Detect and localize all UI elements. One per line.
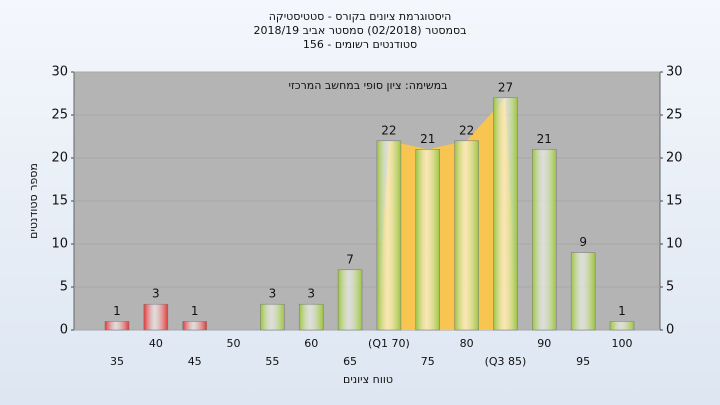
y-tick-label: 25 — [51, 108, 68, 123]
chart-subtitle: סטודנטים רשומים - 156 — [303, 38, 417, 51]
bar — [182, 321, 207, 331]
y2-tick-label: 30 — [666, 65, 683, 80]
x-tick-label: 80 — [460, 337, 474, 350]
y-axis-label: מספר סטודנטים — [27, 163, 40, 239]
x-tick-label: 50 — [227, 337, 241, 350]
y2-tick-label: 15 — [666, 194, 683, 209]
x-tick-label: 45 — [188, 355, 202, 368]
bar — [260, 303, 285, 331]
value-label: 7 — [346, 252, 354, 266]
annotation: במשימה: ציון סופי במחשב המרכזי — [288, 79, 447, 92]
x-tick-label: (Q1 70) — [368, 337, 410, 350]
bar — [143, 303, 169, 331]
bar — [104, 321, 130, 331]
bar — [298, 303, 324, 331]
bar — [415, 149, 441, 331]
bar — [570, 252, 596, 331]
value-label: 1 — [113, 304, 121, 318]
value-label: 1 — [191, 304, 199, 318]
bar — [376, 140, 402, 331]
value-label: 21 — [420, 132, 435, 146]
bar — [454, 140, 479, 331]
x-axis-label: טווח ציונים — [343, 373, 393, 386]
value-label: 22 — [459, 123, 474, 137]
value-label: 3 — [307, 287, 315, 301]
y-tick-label: 0 — [60, 323, 68, 338]
y-tick-label: 10 — [51, 237, 68, 252]
bar — [493, 97, 518, 331]
value-label: 21 — [537, 132, 552, 146]
bar — [609, 321, 635, 331]
y-tick-label: 30 — [51, 65, 68, 80]
x-tick-label: 95 — [576, 355, 590, 368]
y2-tick-label: 25 — [666, 108, 683, 123]
y2-tick-label: 10 — [666, 237, 683, 252]
x-tick-label: 100 — [612, 337, 633, 350]
y-tick-label: 5 — [60, 280, 68, 295]
y-tick-label: 20 — [51, 151, 68, 166]
value-label: 1 — [618, 304, 626, 318]
x-tick-label: 90 — [537, 337, 551, 350]
x-tick-label: (Q3 85) — [485, 355, 527, 368]
x-tick-label: 75 — [421, 355, 435, 368]
value-label: 3 — [152, 287, 160, 301]
value-label: 27 — [498, 80, 513, 94]
x-tick-label: 65 — [343, 355, 357, 368]
y2-tick-label: 20 — [666, 151, 683, 166]
value-label: 22 — [381, 123, 396, 137]
value-label: 9 — [579, 235, 587, 249]
chart-title: היסטוגרמת ציונים בקורס - סטטיסטיקה — [269, 10, 452, 23]
bar — [337, 269, 363, 331]
x-tick-label: 40 — [149, 337, 163, 350]
x-tick-label: 55 — [265, 355, 279, 368]
chart-subtitle: בסמסטר (02/2018) סמסטר אביב 2018/19 — [253, 24, 466, 37]
y-tick-label: 15 — [51, 194, 68, 209]
y2-tick-label: 5 — [666, 280, 674, 295]
value-label: 3 — [269, 287, 277, 301]
y2-tick-label: 0 — [666, 323, 674, 338]
x-tick-label: 60 — [304, 337, 318, 350]
bar — [532, 149, 557, 331]
x-tick-label: 35 — [110, 355, 124, 368]
quartile-band — [376, 97, 518, 330]
